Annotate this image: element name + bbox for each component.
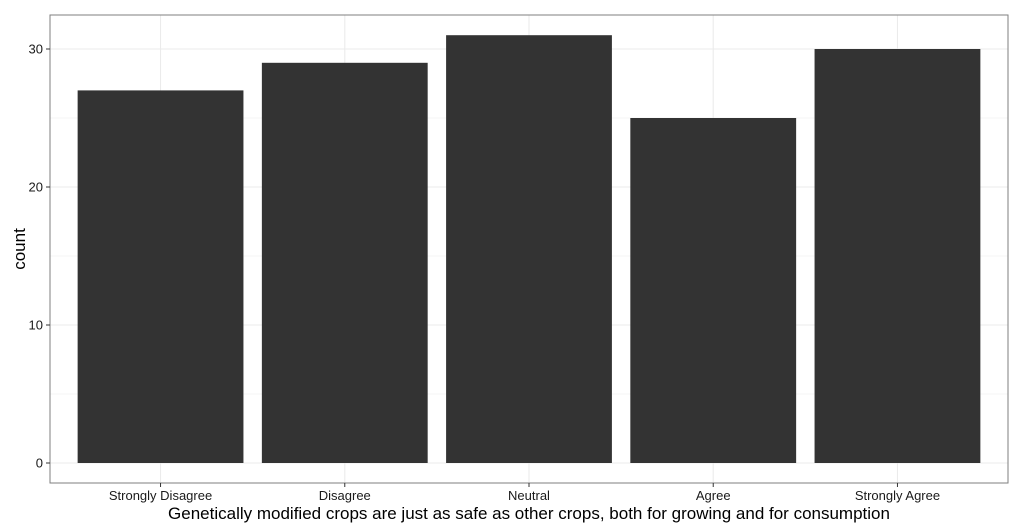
y-tick-label: 30 — [29, 42, 43, 57]
bar-0 — [77, 90, 244, 464]
x-tick-label: Disagree — [319, 488, 371, 503]
y-tick-label: 10 — [29, 318, 43, 333]
bar-2 — [446, 35, 612, 463]
y-axis-title: count — [10, 228, 29, 270]
x-axis-title: Genetically modified crops are just as s… — [168, 504, 890, 523]
bar-3 — [630, 118, 797, 463]
x-tick-label: Strongly Disagree — [109, 488, 212, 503]
x-tick-label: Agree — [696, 488, 731, 503]
y-tick-label: 0 — [36, 456, 43, 471]
x-tick-label: Strongly Agree — [855, 488, 940, 503]
x-tick-label: Neutral — [508, 488, 550, 503]
y-tick-label: 20 — [29, 180, 43, 195]
bars — [77, 35, 981, 464]
bar-4 — [814, 49, 981, 463]
y-axis-ticks: 0 10 20 30 — [29, 42, 50, 471]
x-axis-ticks: Strongly Disagree Disagree Neutral Agree Str… — [109, 483, 940, 503]
bar-1 — [261, 62, 428, 464]
